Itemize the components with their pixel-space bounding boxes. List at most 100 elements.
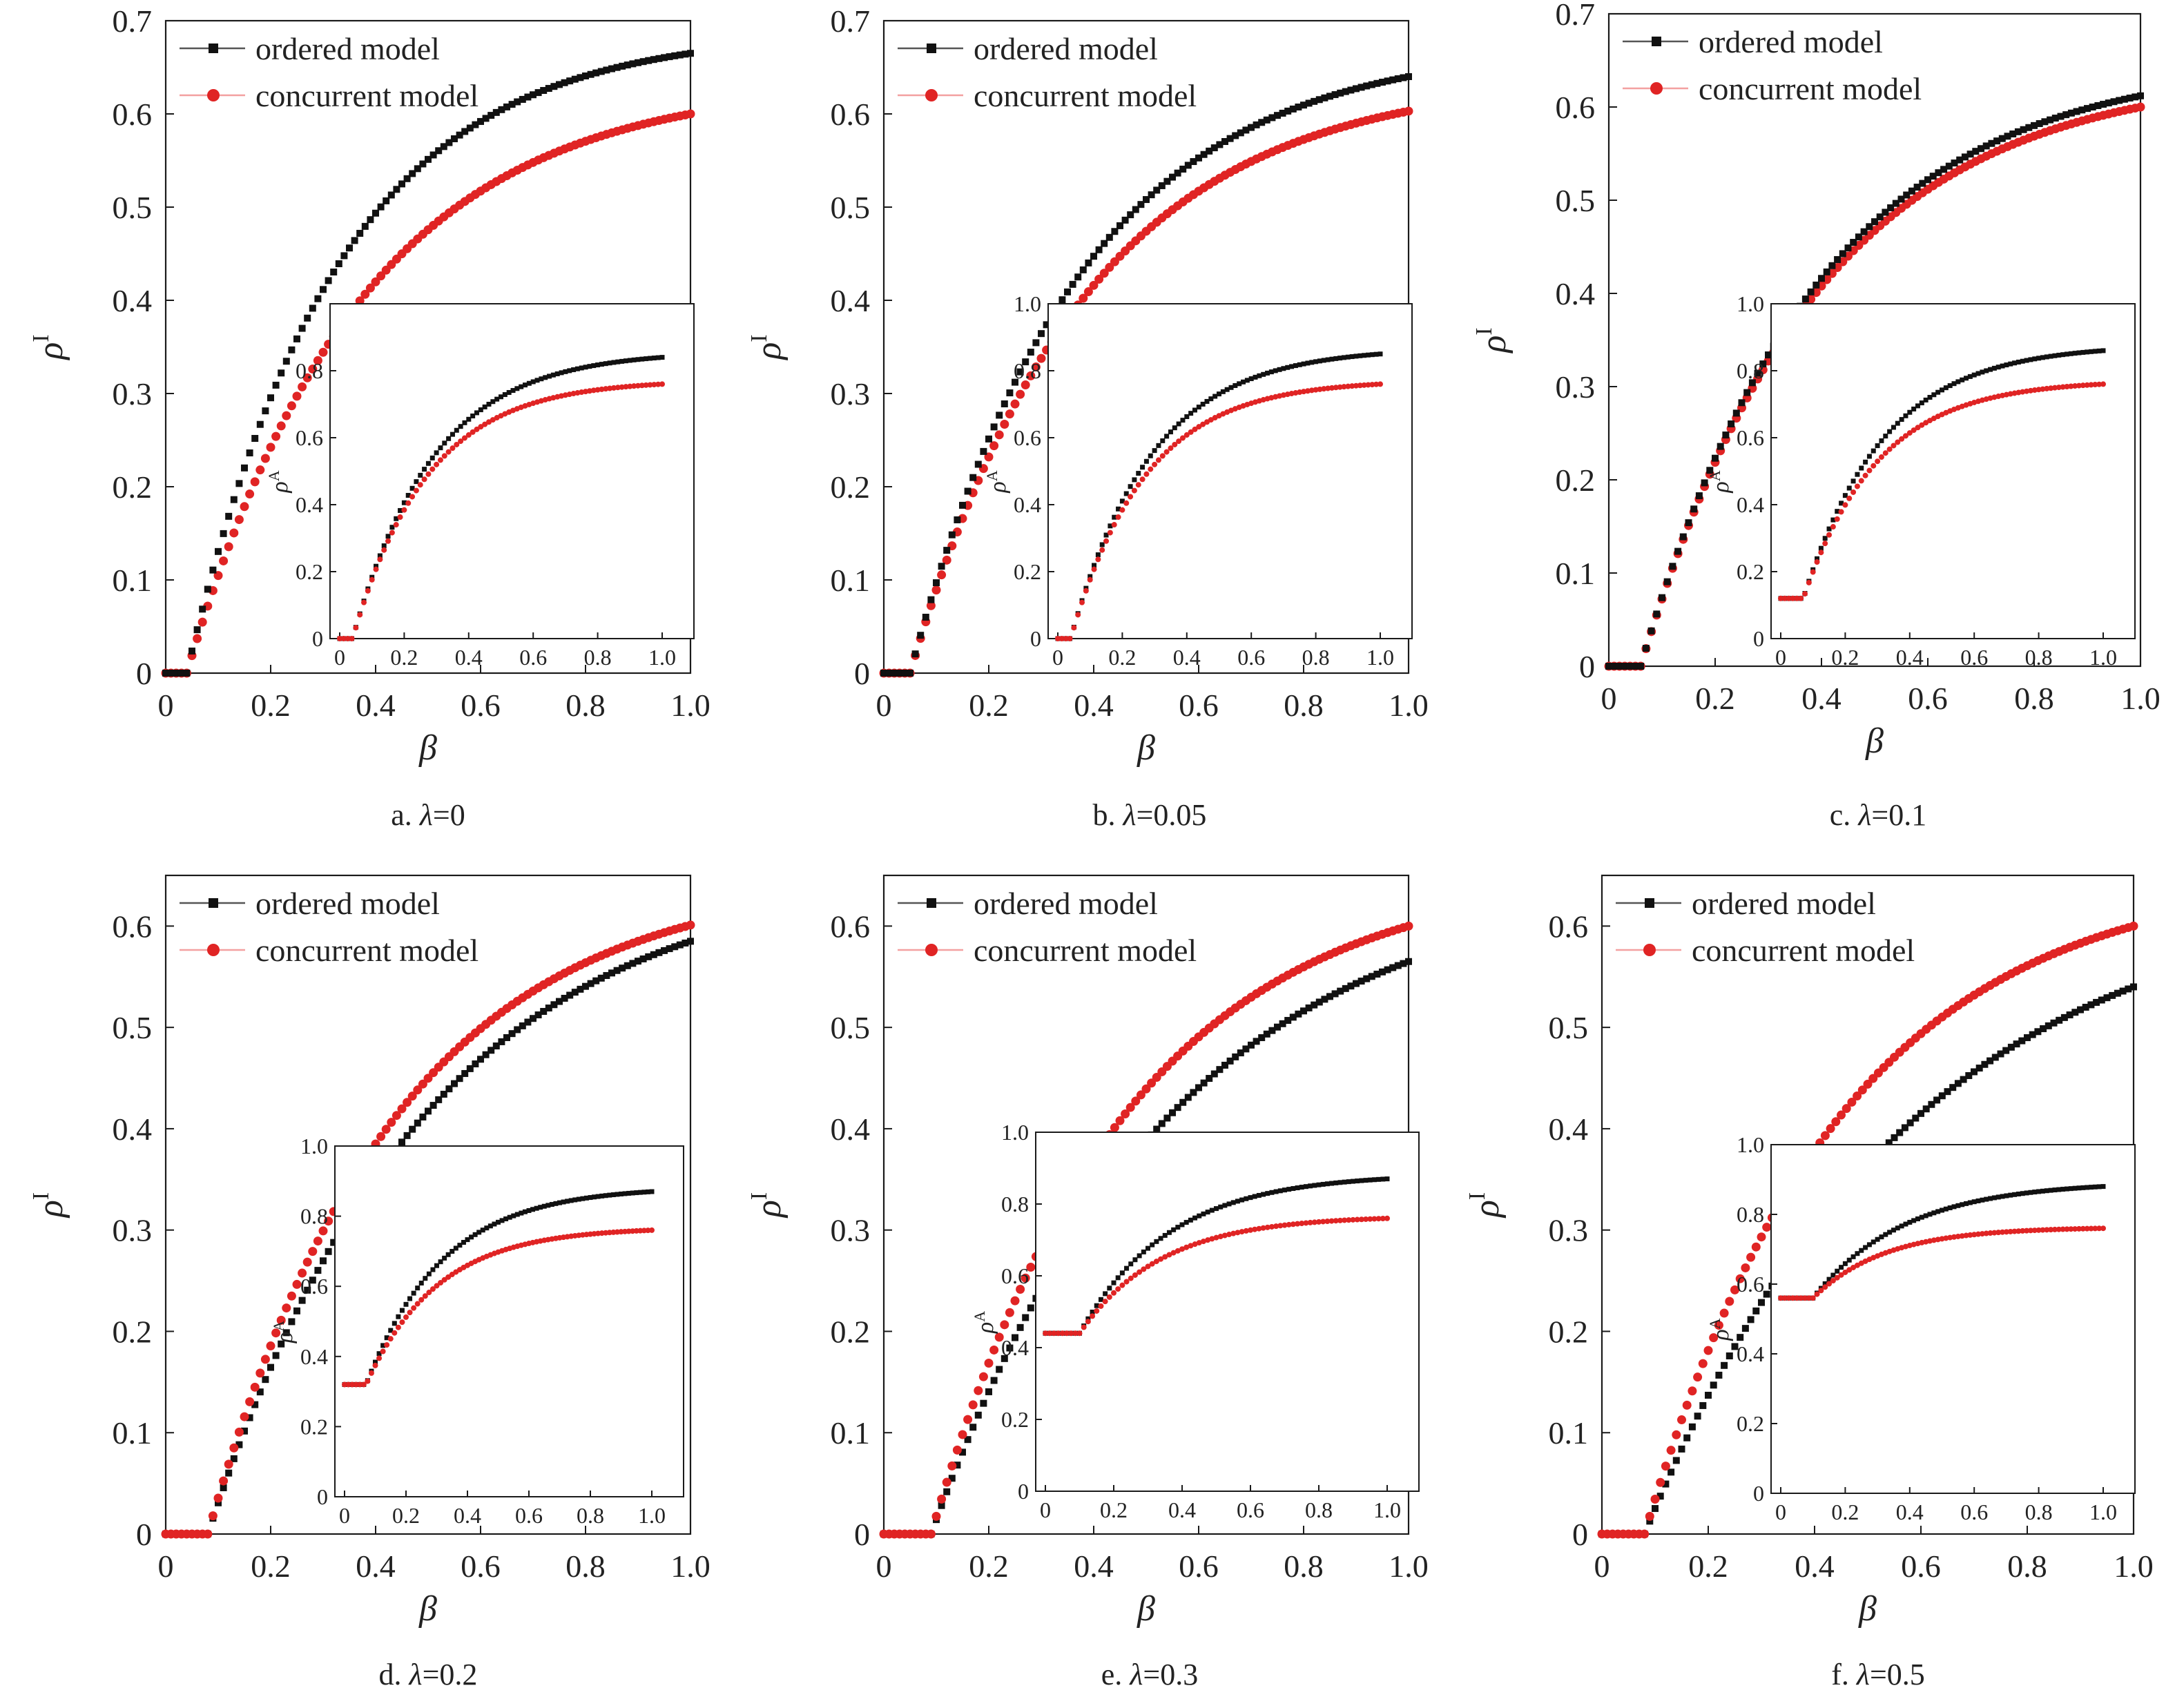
inset-data-point: [1794, 595, 1800, 601]
inset-data-point: [395, 1324, 401, 1330]
inset-data-point: [1188, 1243, 1194, 1249]
data-point: [1975, 1065, 1983, 1072]
data-point: [556, 998, 563, 1005]
data-point: [1210, 1070, 1218, 1078]
data-point: [1032, 339, 1040, 347]
data-point: [1337, 987, 1344, 995]
inset-data-point: [587, 364, 592, 369]
inset-data-point: [469, 1234, 474, 1240]
inset-x-tick-label: 0.4: [455, 645, 483, 670]
inset-data-point: [2040, 1188, 2045, 1194]
inset-data-point: [2012, 1192, 2018, 1197]
inset-data-point: [1346, 1179, 1351, 1185]
data-point: [1326, 993, 1333, 1000]
inset-data-point: [2076, 1185, 2082, 1191]
data-point: [304, 314, 311, 322]
data-point: [1000, 1320, 1009, 1330]
data-point: [1237, 129, 1244, 137]
inset-data-point: [1313, 387, 1319, 393]
data-point: [2136, 102, 2145, 112]
data-point: [461, 1069, 469, 1077]
inset-data-point: [1995, 365, 2001, 370]
inset-data-point: [1099, 547, 1105, 553]
inset-data-point: [1834, 516, 1840, 522]
data-point: [1919, 179, 1926, 187]
inset-data-point: [462, 420, 467, 425]
data-point: [267, 394, 274, 402]
data-point: [466, 1065, 474, 1072]
data-point: [414, 1119, 421, 1127]
data-point: [1026, 1262, 1036, 1272]
data-point: [1331, 990, 1339, 998]
data-point: [1331, 91, 1339, 99]
data-point: [1190, 1089, 1197, 1096]
data-point: [1906, 1119, 1914, 1127]
inset-x-tick-label: 0: [1775, 1500, 1786, 1524]
inset-data-point: [2068, 351, 2074, 356]
inset-data-point: [392, 1330, 398, 1336]
inset-data-point: [1156, 443, 1161, 448]
data-point: [1659, 594, 1665, 601]
chart-panel-4: 0 0.2 0.4 0.6 0.8 1.000.10.20.30.40.50.6βρIor…: [28, 874, 710, 1691]
inset-data-point: [1975, 1231, 1982, 1237]
inset-data-point: [1826, 532, 1833, 538]
inset-data-point: [1312, 1183, 1317, 1188]
inset-data-point: [453, 1245, 458, 1251]
inset-data-point: [554, 371, 560, 376]
inset-data-point: [342, 1381, 347, 1388]
inset-data-point: [603, 1193, 608, 1198]
data-point: [219, 1476, 229, 1486]
data-point: [917, 632, 925, 639]
data-point: [1896, 1129, 1904, 1136]
inset-data-point: [1919, 1214, 1924, 1220]
inset-data-point: [1983, 1230, 1989, 1236]
data-point: [1647, 627, 1655, 634]
inset-x-tick-label: 0.2: [1831, 1500, 1859, 1524]
inset-data-point: [1324, 1219, 1331, 1225]
data-point: [1610, 663, 1618, 670]
data-point: [2073, 108, 2080, 115]
data-point: [440, 143, 447, 151]
inset-data-point: [1235, 1198, 1240, 1204]
data-point: [1242, 126, 1250, 134]
data-point: [1000, 419, 1009, 429]
x-tick-label: 1.0: [1389, 1549, 1429, 1584]
inset-data-point: [2011, 1228, 2018, 1234]
data-point: [407, 1091, 417, 1101]
data-point: [2077, 1006, 2084, 1013]
data-point: [355, 296, 365, 306]
inset-data-point: [2064, 1186, 2069, 1192]
inset-data-point: [1862, 472, 1868, 478]
inset-data-point: [1955, 1203, 1961, 1208]
inset-data-point: [519, 384, 524, 389]
inset-data-point: [1200, 421, 1206, 427]
inset-data-point: [1380, 1216, 1386, 1222]
inset-data-point: [1349, 354, 1355, 360]
inset-data-point: [1987, 1230, 1993, 1236]
inset-data-point: [2085, 1185, 2090, 1190]
data-point: [1842, 1104, 1851, 1114]
inset-data-point: [2080, 382, 2086, 389]
inset-data-point: [2004, 362, 2009, 368]
data-point: [1216, 1066, 1224, 1074]
inset-data-point: [1362, 353, 1367, 358]
data-point: [318, 1226, 328, 1236]
inset-data-point: [2007, 1228, 2013, 1234]
data-point: [381, 265, 391, 275]
inset-data-point: [417, 482, 423, 488]
inset-data-point: [1980, 369, 1985, 375]
data-point: [1404, 921, 1413, 931]
inset-data-point: [1075, 612, 1081, 618]
inset-x-tick-label: 0.4: [454, 1503, 481, 1528]
inset-data-point: [2092, 1184, 2098, 1190]
x-tick-label: 0.4: [1801, 681, 1842, 716]
inset-y-tick-label: 0.2: [1014, 559, 1041, 584]
legend-marker-concurrent: [1643, 944, 1656, 956]
inset-data-point: [1830, 1272, 1836, 1278]
data-point: [1363, 82, 1371, 90]
data-point: [1137, 201, 1145, 208]
data-point: [492, 1042, 500, 1050]
data-point: [2050, 1019, 2058, 1027]
data-point: [629, 60, 637, 68]
